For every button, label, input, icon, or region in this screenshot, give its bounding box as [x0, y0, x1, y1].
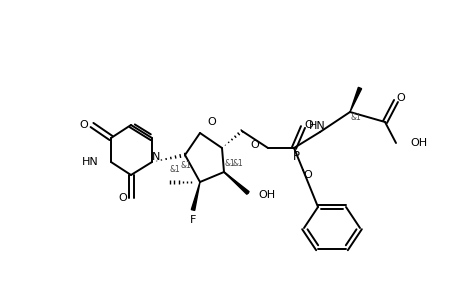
Text: O: O: [305, 120, 313, 130]
Text: O: O: [304, 170, 313, 180]
Polygon shape: [191, 182, 200, 211]
Text: &1: &1: [225, 158, 235, 168]
Text: &1: &1: [180, 162, 191, 170]
Text: O: O: [79, 120, 88, 130]
Text: OH: OH: [258, 190, 275, 200]
Text: &1: &1: [351, 113, 361, 122]
Text: &1: &1: [170, 166, 180, 175]
Text: O: O: [208, 117, 216, 127]
Text: P: P: [292, 149, 299, 162]
Polygon shape: [224, 172, 249, 194]
Text: N: N: [152, 152, 160, 162]
Text: O: O: [251, 140, 259, 150]
Text: HN: HN: [82, 157, 99, 167]
Text: &1: &1: [233, 158, 243, 168]
Text: O: O: [397, 93, 405, 103]
Text: OH: OH: [410, 138, 427, 148]
Text: F: F: [190, 215, 196, 225]
Polygon shape: [350, 87, 361, 112]
Text: HN: HN: [309, 121, 325, 131]
Text: O: O: [118, 193, 127, 203]
